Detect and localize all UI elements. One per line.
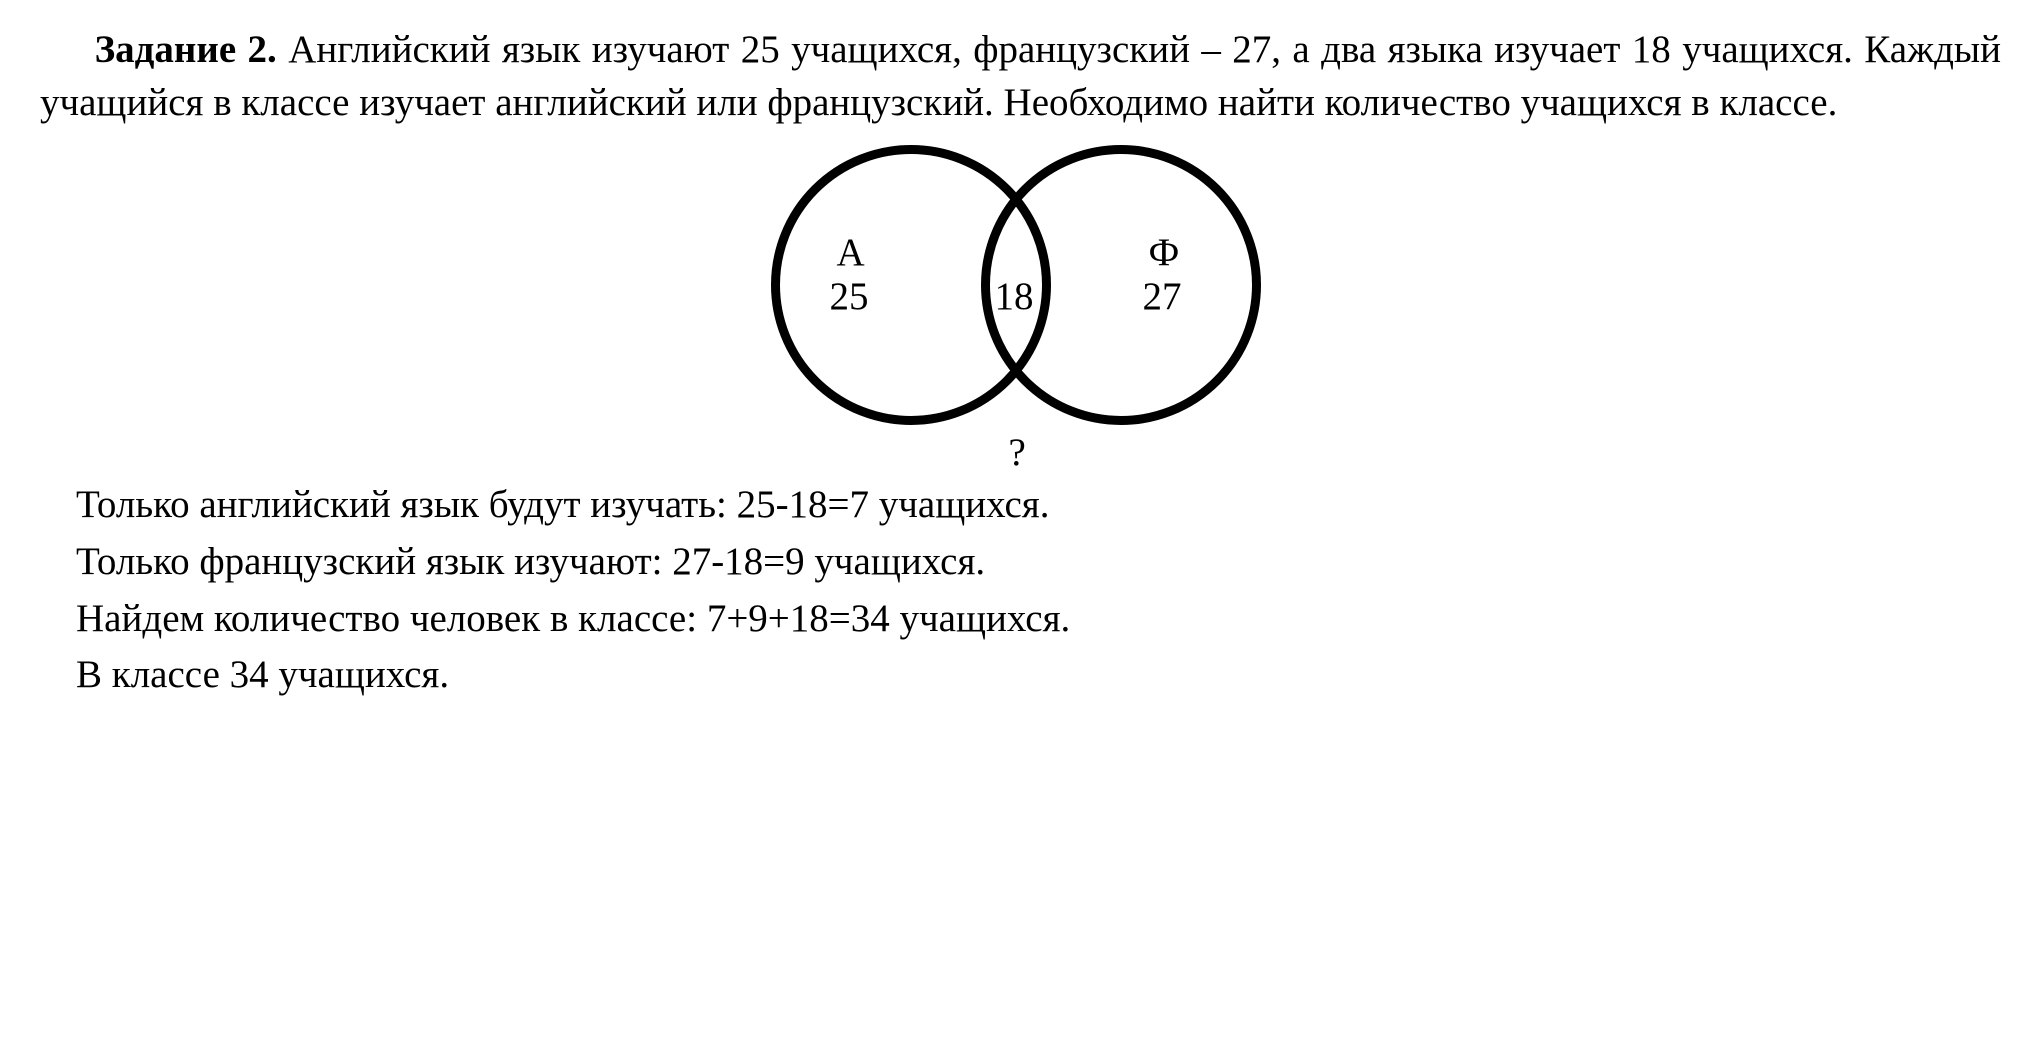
solution-line-3: Найдем количество человек в классе: 7+9+… [76, 593, 2001, 646]
solution-block: Только английский язык будут изучать: 25… [40, 479, 2001, 702]
solution-line-1: Только английский язык будут изучать: 25… [76, 479, 2001, 532]
venn-right-label-letter: Ф [1149, 231, 1180, 276]
venn-diagram: А 25 18 Ф 27 ? [751, 135, 1291, 475]
task-title: Задание 2. [95, 28, 277, 71]
venn-left-label-letter: А [837, 231, 865, 276]
venn-right-label-value: 27 [1143, 275, 1182, 320]
venn-intersection-label: 18 [995, 275, 1034, 320]
solution-line-4: В классе 34 учащихся. [76, 649, 2001, 702]
solution-line-2: Только французский язык изучают: 27-18=9… [76, 536, 2001, 589]
page: Задание 2. Английский язык изучают 25 уч… [0, 0, 2041, 702]
venn-question-mark: ? [1009, 431, 1026, 476]
venn-left-label-value: 25 [830, 275, 869, 320]
problem-statement: Задание 2. Английский язык изучают 25 уч… [40, 24, 2001, 129]
task-text: Английский язык изучают 25 учащихся, фра… [40, 28, 2001, 124]
venn-diagram-container: А 25 18 Ф 27 ? [40, 135, 2001, 475]
